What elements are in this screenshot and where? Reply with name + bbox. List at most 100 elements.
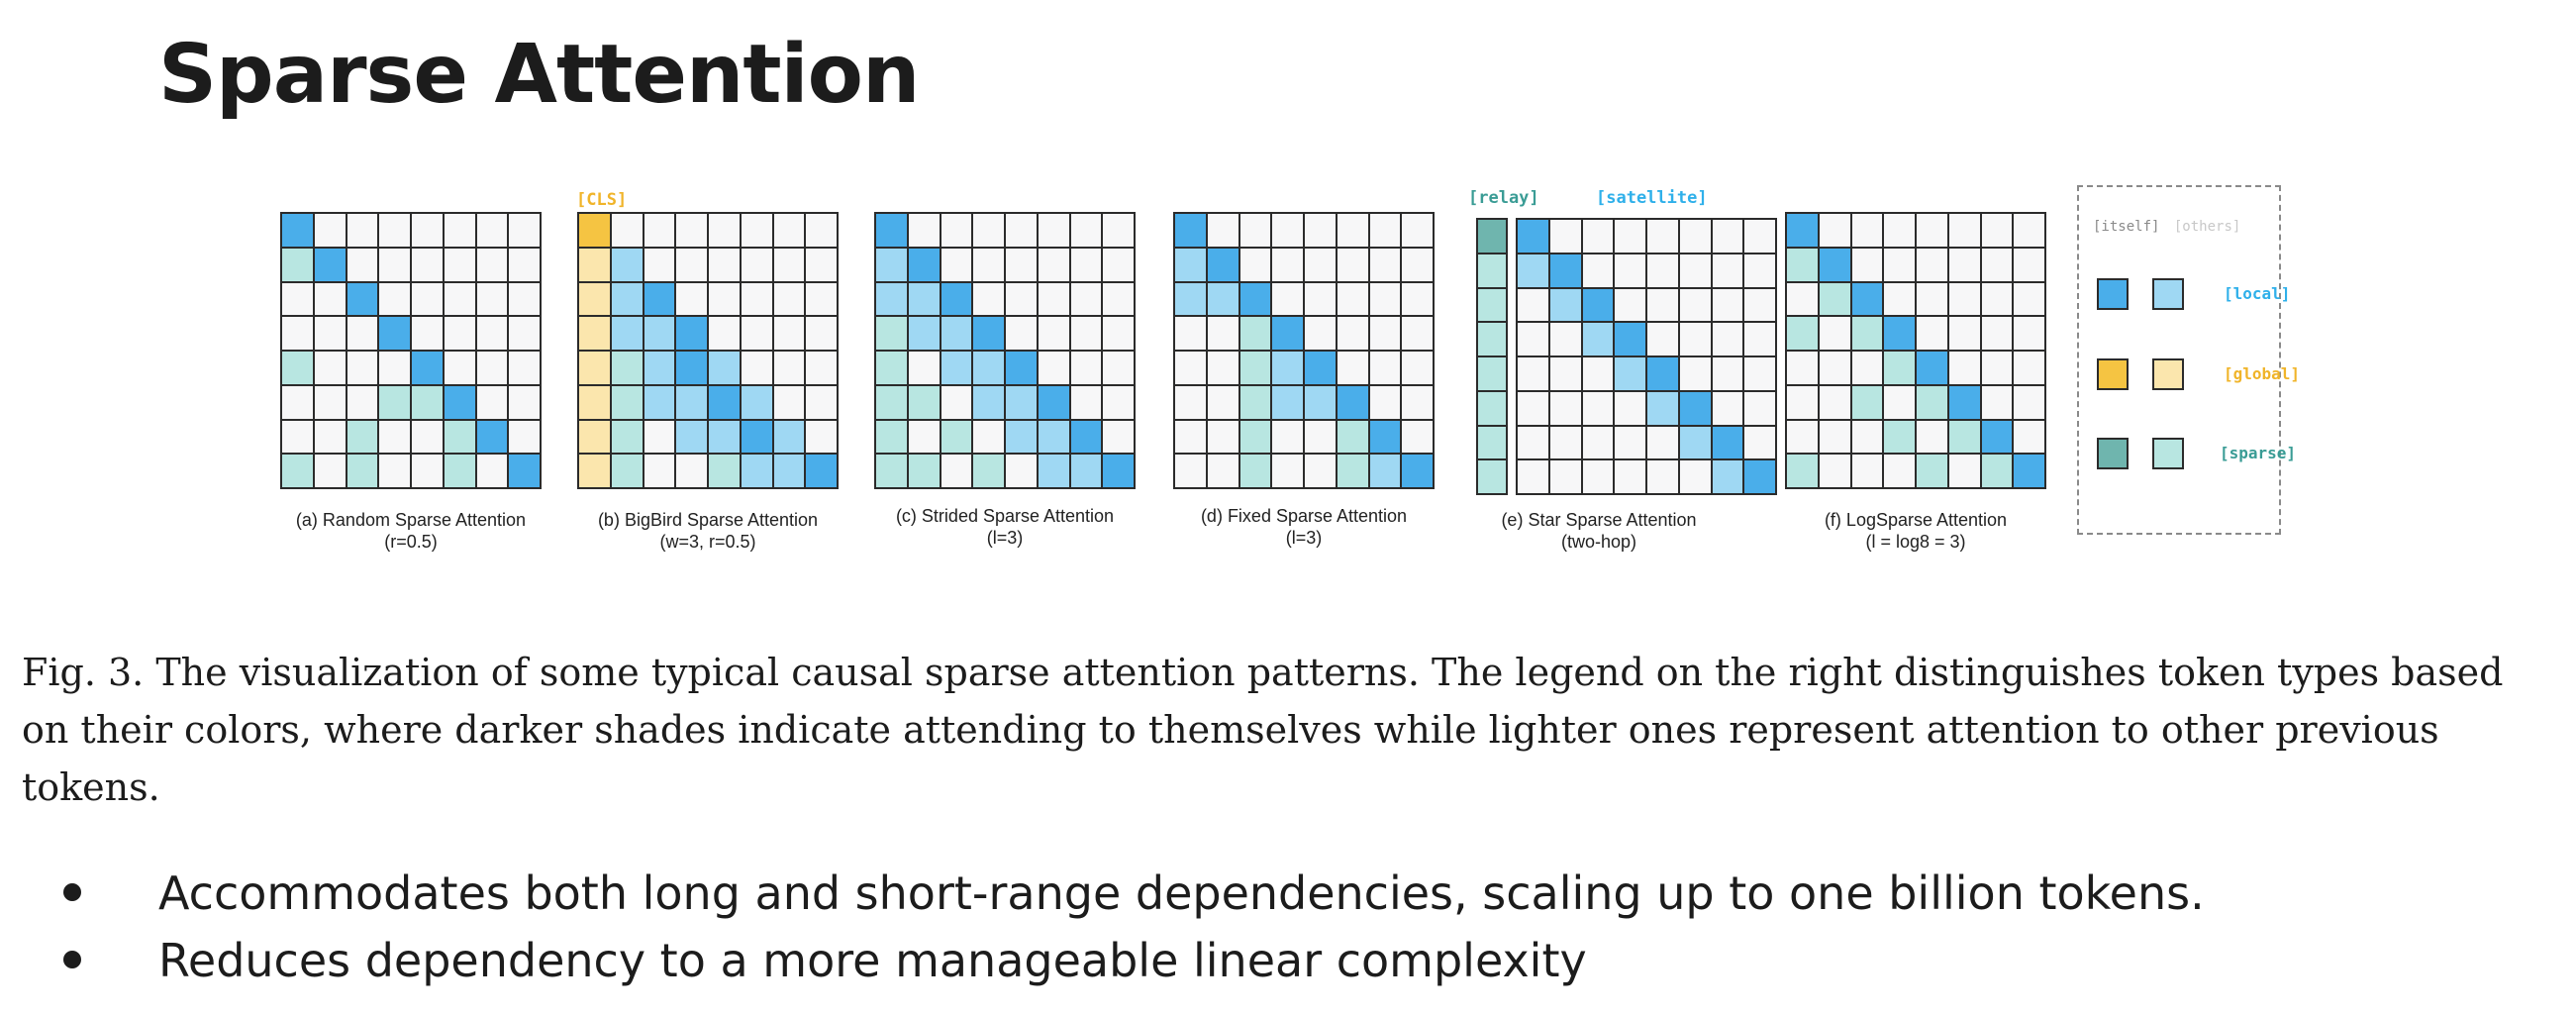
empty-cell bbox=[1518, 426, 1548, 459]
empty-cell bbox=[314, 385, 346, 419]
legend: [itself] [others] [local] [global] [spar… bbox=[2077, 185, 2300, 535]
local-other-cell bbox=[709, 352, 740, 384]
empty-cell bbox=[709, 317, 740, 350]
empty-cell bbox=[644, 214, 675, 247]
local-other-cell bbox=[644, 385, 675, 419]
empty-cell bbox=[1712, 288, 1743, 322]
attention-matrix-star bbox=[1516, 218, 1777, 495]
empty-cell bbox=[1819, 214, 1850, 247]
local-self-cell bbox=[1917, 352, 1947, 384]
local-self-cell bbox=[1305, 352, 1336, 384]
empty-cell bbox=[941, 385, 972, 419]
empty-cell bbox=[1712, 391, 1743, 425]
local-self-cell bbox=[1103, 455, 1134, 487]
empty-cell bbox=[1744, 426, 1775, 459]
empty-cell bbox=[1518, 391, 1548, 425]
empty-cell bbox=[379, 282, 410, 316]
empty-cell bbox=[1207, 317, 1238, 350]
empty-cell bbox=[773, 248, 805, 281]
sparse-other-cell bbox=[941, 420, 972, 454]
empty-cell bbox=[1647, 426, 1678, 459]
sparse-other-cell bbox=[1948, 420, 1980, 454]
empty-cell bbox=[1981, 248, 2013, 281]
local-self-cell bbox=[1337, 385, 1368, 419]
attention-matrix-fixed bbox=[1173, 212, 1435, 489]
local-self-cell bbox=[1679, 391, 1711, 425]
legend-row-sparse: [sparse] bbox=[2097, 438, 2296, 471]
empty-cell bbox=[314, 352, 346, 384]
empty-cell bbox=[1582, 254, 1614, 287]
empty-cell bbox=[908, 214, 940, 247]
empty-cell bbox=[806, 317, 837, 350]
caption-sub: (two-hop) bbox=[1560, 532, 1637, 552]
relay-other-cell bbox=[1478, 391, 1506, 425]
empty-cell bbox=[1369, 282, 1401, 316]
local-other-cell bbox=[941, 352, 972, 384]
sparse-other-cell bbox=[876, 317, 907, 350]
local-self-cell bbox=[1272, 317, 1303, 350]
empty-cell bbox=[1884, 248, 1915, 281]
empty-cell bbox=[1549, 357, 1581, 390]
empty-cell bbox=[2014, 420, 2044, 454]
empty-cell bbox=[1518, 288, 1548, 322]
sparse-other-cell bbox=[379, 385, 410, 419]
legend-header: [itself] [others] bbox=[2093, 219, 2240, 235]
sparse-other-cell bbox=[709, 455, 740, 487]
attention-matrix-logsparse bbox=[1785, 212, 2046, 489]
local-self-cell bbox=[876, 214, 907, 247]
empty-cell bbox=[773, 317, 805, 350]
local-other-cell bbox=[876, 248, 907, 281]
empty-cell bbox=[1679, 254, 1711, 287]
empty-cell bbox=[941, 248, 972, 281]
attention-matrix-bigbird bbox=[577, 212, 839, 489]
local-self-cell bbox=[509, 455, 540, 487]
empty-cell bbox=[1948, 455, 1980, 487]
empty-cell bbox=[1369, 248, 1401, 281]
local-self-cell bbox=[741, 420, 772, 454]
local-other-cell bbox=[611, 282, 643, 316]
bullet-icon bbox=[63, 951, 81, 968]
panel-caption-random: (a) Random Sparse Attention (r=0.5) bbox=[233, 509, 589, 553]
sparse-other-cell bbox=[973, 455, 1004, 487]
empty-cell bbox=[1615, 426, 1645, 459]
empty-cell bbox=[1337, 352, 1368, 384]
empty-cell bbox=[1207, 385, 1238, 419]
sparse-other-cell bbox=[412, 385, 443, 419]
figure-caption: Fig. 3. The visualization of some typica… bbox=[22, 651, 2504, 809]
empty-cell bbox=[1679, 288, 1711, 322]
empty-cell bbox=[282, 420, 313, 454]
sparse-other-cell bbox=[1981, 455, 2013, 487]
sparse-other-cell bbox=[876, 352, 907, 384]
attention-matrix-random bbox=[280, 212, 542, 489]
empty-cell bbox=[1518, 460, 1548, 493]
local-other-cell bbox=[1006, 385, 1037, 419]
sparse-other-cell bbox=[1239, 352, 1271, 384]
empty-cell bbox=[1305, 214, 1336, 247]
empty-cell bbox=[1402, 317, 1433, 350]
empty-cell bbox=[314, 214, 346, 247]
sparse-other-cell bbox=[611, 455, 643, 487]
panel-logsparse: (f) LogSparse Attention (l = log8 = 3) bbox=[1785, 212, 2046, 552]
local-self-cell bbox=[347, 282, 378, 316]
empty-cell bbox=[1006, 282, 1037, 316]
empty-cell bbox=[1070, 282, 1102, 316]
empty-cell bbox=[1615, 391, 1645, 425]
empty-cell bbox=[1819, 317, 1850, 350]
sparse-other-cell bbox=[1787, 248, 1818, 281]
local-other-cell bbox=[676, 385, 707, 419]
local-other-cell bbox=[1175, 282, 1206, 316]
relay-other-cell bbox=[1478, 426, 1506, 459]
empty-cell bbox=[1549, 323, 1581, 356]
local-self-cell bbox=[1884, 317, 1915, 350]
empty-cell bbox=[282, 385, 313, 419]
empty-cell bbox=[476, 385, 508, 419]
empty-cell bbox=[1402, 385, 1433, 419]
caption-sub: (l=3) bbox=[986, 528, 1024, 548]
local-other-cell bbox=[1369, 455, 1401, 487]
empty-cell bbox=[806, 385, 837, 419]
empty-cell bbox=[1549, 391, 1581, 425]
empty-cell bbox=[1981, 214, 2013, 247]
sparse-other-cell bbox=[282, 248, 313, 281]
empty-cell bbox=[1272, 282, 1303, 316]
empty-cell bbox=[509, 385, 540, 419]
